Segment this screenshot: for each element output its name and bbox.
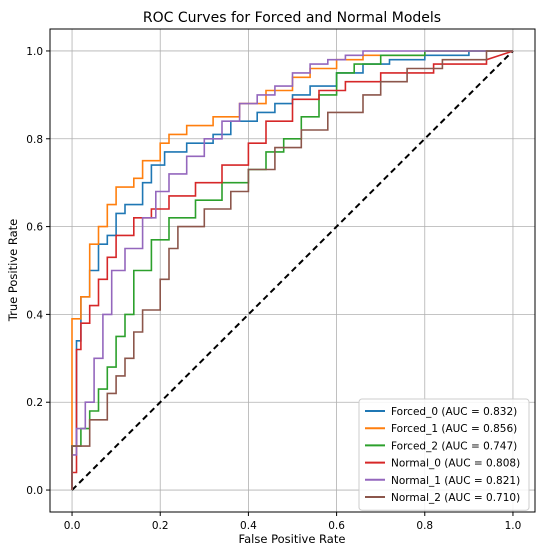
legend-entry: Normal_2 (AUC = 0.710) — [391, 492, 520, 504]
y-tick-label: 0.6 — [26, 222, 43, 234]
legend: Forced_0 (AUC = 0.832) Forced_1 (AUC = 0.… — [358, 398, 530, 511]
x-tick-label: 0.0 — [64, 520, 81, 532]
x-tick-label: 1.0 — [505, 520, 522, 532]
legend-entry: Normal_0 (AUC = 0.808) — [391, 458, 520, 470]
axis-ticks: 0.0 0.2 0.4 0.6 0.8 1.0 0.0 0.2 0.4 0.6 0.8 1.0 — [26, 46, 521, 532]
y-tick-label: 0.8 — [26, 134, 43, 146]
legend-entry: Forced_2 (AUC = 0.747) — [391, 440, 517, 452]
diagonal-reference — [71, 50, 514, 491]
y-tick-label: 0.2 — [26, 397, 43, 409]
x-axis-label: False Positive Rate — [239, 532, 346, 546]
x-tick-label: 0.8 — [416, 520, 433, 532]
roc-line-1 — [71, 50, 513, 490]
plot-border — [49, 28, 536, 513]
legend-entry: Normal_1 (AUC = 0.821) — [391, 475, 520, 487]
series-lines — [71, 50, 514, 490]
x-tick-label: 0.4 — [240, 520, 257, 532]
y-tick-label: 1.0 — [26, 46, 43, 58]
diagonal-dashed-line — [71, 50, 514, 491]
roc-line-4 — [71, 50, 514, 490]
legend-box — [358, 398, 530, 511]
y-axis-label: True Positive Rate — [6, 219, 20, 322]
y-tick-label: 0.4 — [26, 309, 43, 321]
chart-title: ROC Curves for Forced and Normal Models — [143, 10, 441, 26]
roc-line-3 — [71, 50, 513, 490]
legend-entry: Forced_0 (AUC = 0.832) — [391, 406, 517, 418]
legend-entry: Forced_1 (AUC = 0.856) — [391, 423, 517, 435]
x-tick-label: 0.2 — [152, 520, 169, 532]
x-tick-label: 0.6 — [328, 520, 345, 532]
roc-line-5 — [71, 50, 513, 490]
roc-line-6 — [71, 50, 513, 490]
y-tick-label: 0.0 — [26, 485, 43, 497]
